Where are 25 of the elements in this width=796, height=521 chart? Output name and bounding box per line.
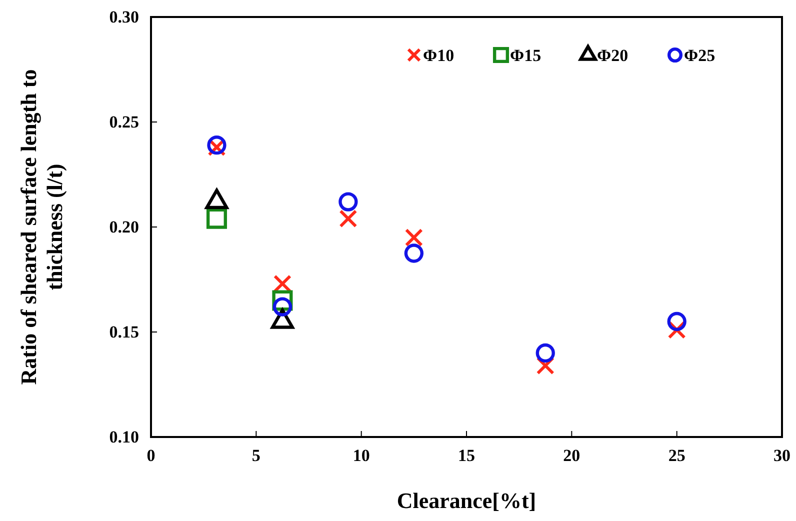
y-tick-label: 0.25	[109, 112, 139, 132]
y-tick-label: 0.10	[109, 427, 139, 446]
x-axis-title: Clearance[%t]	[396, 488, 536, 513]
x-tick-label: 0	[146, 446, 156, 466]
point	[206, 208, 227, 229]
point	[667, 312, 686, 332]
legend-label: Φ15	[510, 46, 542, 65]
x-tick-label: 20	[563, 446, 580, 466]
y-tick-label: 0.20	[109, 217, 139, 236]
legend-label: Φ20	[597, 46, 628, 65]
legend-label: Φ10	[423, 46, 454, 65]
x-tick-label: 5	[252, 446, 260, 466]
point	[404, 244, 424, 263]
x-tick-label: 10	[352, 446, 370, 466]
legend-label: Φ25	[684, 46, 716, 65]
x-tick-label: 30	[774, 446, 790, 466]
point	[339, 210, 358, 228]
x-tick-label: 15	[458, 446, 475, 466]
point	[338, 192, 358, 212]
point	[272, 297, 292, 316]
y-tick-label: 0.15	[109, 322, 139, 342]
x-tick-label: 25	[668, 446, 686, 466]
point	[536, 343, 555, 363]
y-tick-label: 0.30	[109, 7, 139, 26]
y-axis-title: Ratio of sheared surface length to thickness (l/t)	[16, 69, 67, 385]
